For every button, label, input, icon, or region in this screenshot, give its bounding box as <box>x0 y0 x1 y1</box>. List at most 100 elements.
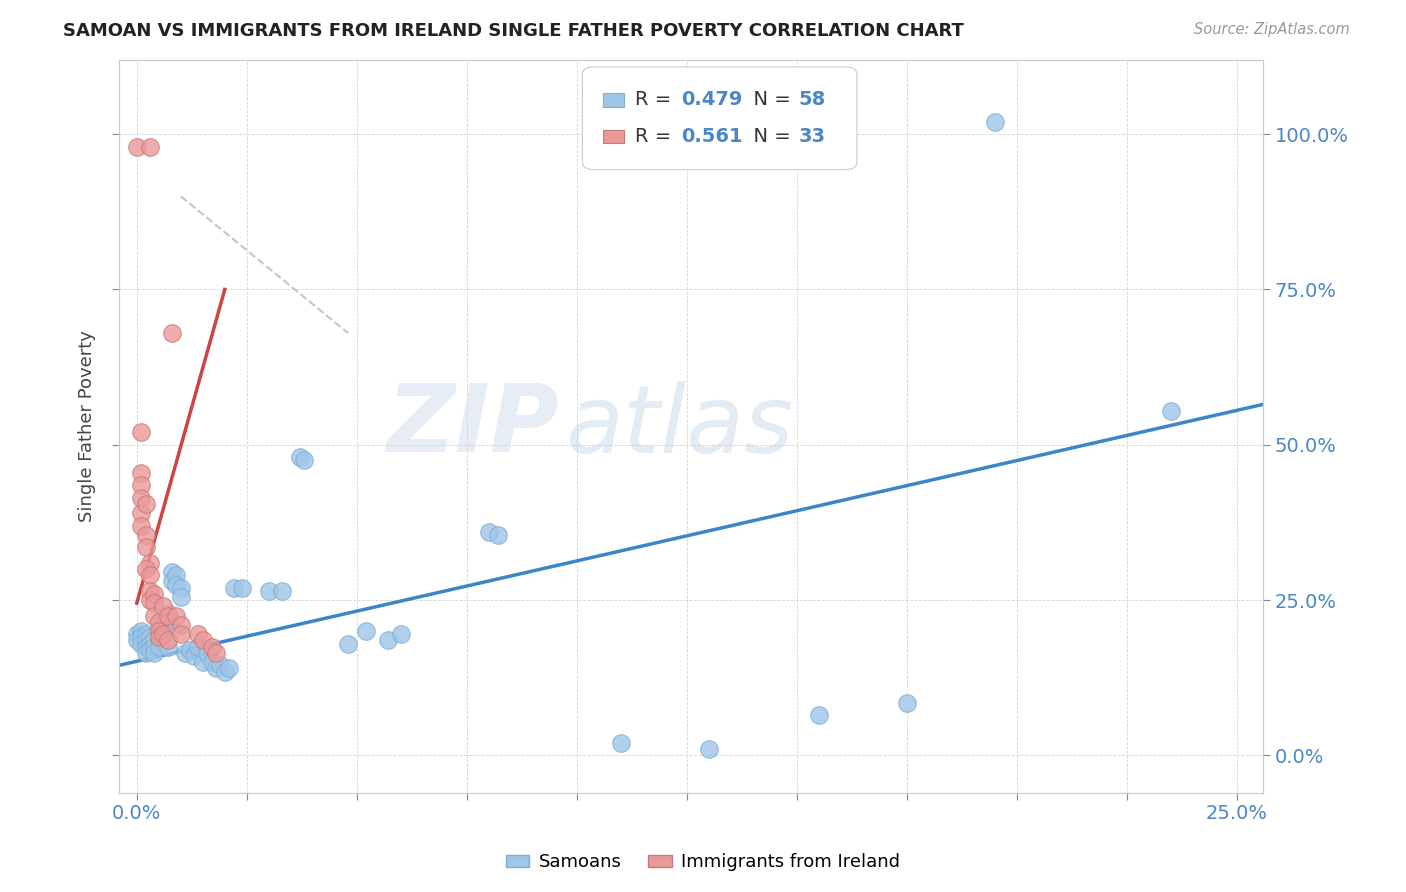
Point <box>135 646 157 660</box>
FancyBboxPatch shape <box>603 94 624 106</box>
Point <box>170 627 193 641</box>
Point <box>609 736 631 750</box>
Point <box>139 642 162 657</box>
Point <box>354 624 377 639</box>
Point <box>195 646 218 660</box>
Point <box>209 658 232 673</box>
Point <box>143 646 166 660</box>
Text: R =: R = <box>636 127 678 146</box>
Point <box>170 581 193 595</box>
Point <box>170 618 193 632</box>
Point <box>135 541 157 555</box>
Point <box>160 565 183 579</box>
Point <box>160 574 183 589</box>
Text: R =: R = <box>636 90 678 110</box>
Point <box>1160 403 1182 417</box>
Point <box>807 708 830 723</box>
Point <box>152 627 174 641</box>
Point <box>187 627 209 641</box>
Point <box>135 497 157 511</box>
Point <box>165 608 187 623</box>
Point <box>156 615 179 629</box>
Point <box>125 633 148 648</box>
Legend: Samoans, Immigrants from Ireland: Samoans, Immigrants from Ireland <box>499 847 907 879</box>
Point <box>179 642 201 657</box>
Point <box>129 425 152 440</box>
Point <box>377 633 399 648</box>
Point <box>200 640 222 654</box>
Point <box>222 581 245 595</box>
Point <box>152 618 174 632</box>
Point <box>143 596 166 610</box>
Point <box>697 742 720 756</box>
Point <box>191 655 214 669</box>
Point <box>129 478 152 492</box>
Point <box>148 615 170 629</box>
Point <box>129 631 152 645</box>
Point <box>152 599 174 614</box>
Point <box>129 636 152 650</box>
Point <box>156 606 179 620</box>
Point <box>165 568 187 582</box>
Text: 0.561: 0.561 <box>681 127 742 146</box>
Point <box>205 661 228 675</box>
Point <box>139 593 162 607</box>
Point <box>257 583 280 598</box>
Point <box>271 583 294 598</box>
Point <box>143 608 166 623</box>
Point <box>139 636 162 650</box>
Point <box>125 139 148 153</box>
Point <box>288 450 311 465</box>
Point <box>139 583 162 598</box>
Point <box>156 608 179 623</box>
Point <box>139 568 162 582</box>
Point <box>125 627 148 641</box>
Point <box>156 633 179 648</box>
Point <box>135 528 157 542</box>
Point <box>389 627 412 641</box>
Point <box>143 587 166 601</box>
Point <box>148 633 170 648</box>
Point <box>218 661 240 675</box>
FancyBboxPatch shape <box>603 130 624 144</box>
Text: SAMOAN VS IMMIGRANTS FROM IRELAND SINGLE FATHER POVERTY CORRELATION CHART: SAMOAN VS IMMIGRANTS FROM IRELAND SINGLE… <box>63 22 965 40</box>
Point <box>135 627 157 641</box>
Text: ZIP: ZIP <box>387 380 560 472</box>
Point <box>135 640 157 654</box>
Text: atlas: atlas <box>565 381 793 472</box>
Point <box>231 581 253 595</box>
Point <box>156 640 179 654</box>
Point <box>143 633 166 648</box>
Point <box>139 139 162 153</box>
Point <box>129 466 152 480</box>
Text: N =: N = <box>741 127 797 146</box>
Point <box>174 646 197 660</box>
Point <box>135 633 157 648</box>
Point <box>139 631 162 645</box>
Point <box>292 453 315 467</box>
Point <box>478 524 501 539</box>
Point <box>183 648 205 663</box>
Text: Source: ZipAtlas.com: Source: ZipAtlas.com <box>1194 22 1350 37</box>
Point <box>129 506 152 520</box>
Point <box>148 624 170 639</box>
Point <box>486 528 509 542</box>
Text: 58: 58 <box>799 90 825 110</box>
Point <box>129 491 152 505</box>
Point <box>135 562 157 576</box>
Point <box>143 640 166 654</box>
Point <box>160 326 183 340</box>
Text: 33: 33 <box>799 127 825 146</box>
Text: 0.479: 0.479 <box>681 90 742 110</box>
Point <box>165 577 187 591</box>
Point <box>129 518 152 533</box>
Point <box>170 590 193 604</box>
Point <box>152 627 174 641</box>
Point <box>129 624 152 639</box>
Point <box>983 114 1005 128</box>
Point <box>205 646 228 660</box>
Point <box>148 624 170 639</box>
Point <box>214 665 236 679</box>
Text: N =: N = <box>741 90 797 110</box>
Point <box>191 633 214 648</box>
